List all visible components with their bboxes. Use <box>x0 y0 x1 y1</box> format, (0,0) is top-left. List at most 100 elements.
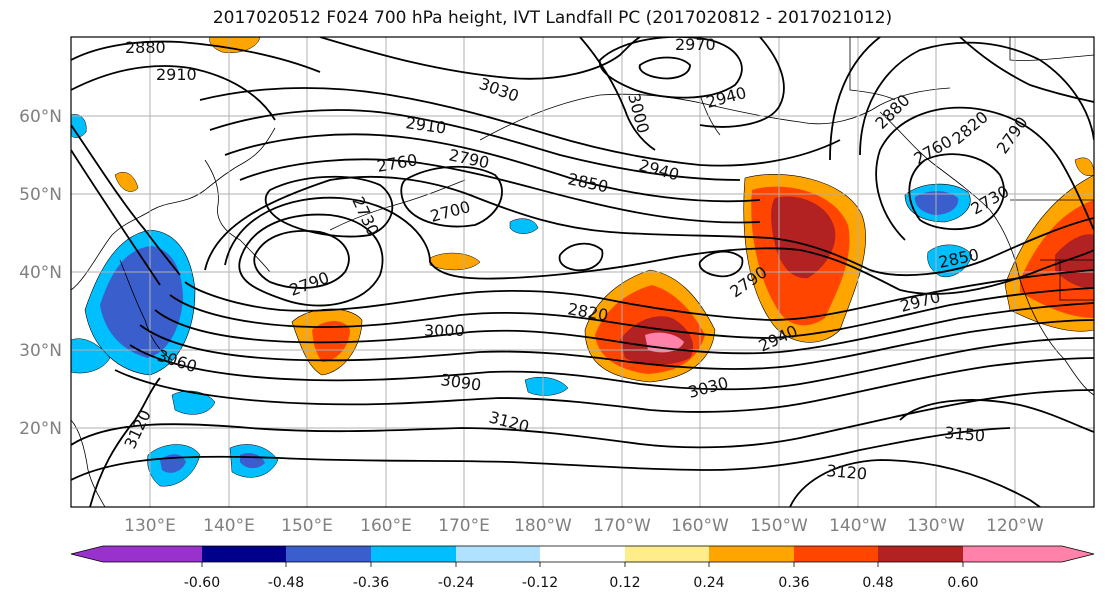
colorbar-tick-label: 0.48 <box>862 575 893 591</box>
longitude-labels: 130°E 140°E 150°E 160°E 170°E 180°W 170°… <box>124 516 1044 536</box>
height-contour <box>71 65 276 121</box>
colorbar: -0.60 -0.48 -0.36 -0.24 -0.12 0.12 0.24 … <box>70 545 1095 591</box>
colorbar-segment <box>202 546 287 562</box>
colorbar-tick-label: 0.36 <box>778 575 809 591</box>
colorbar-tick-label: 0.60 <box>947 575 978 591</box>
coastline <box>71 419 106 507</box>
coastline <box>119 259 173 361</box>
lon-label: 120°W <box>986 516 1044 536</box>
negative-ivt-area <box>509 218 539 234</box>
colorbar-tick-labels: -0.60 -0.48 -0.36 -0.24 -0.12 0.12 0.24 … <box>184 575 979 591</box>
lon-label: 140°E <box>203 516 255 536</box>
height-contour <box>169 287 1094 339</box>
contour-label: 2970 <box>675 35 716 54</box>
colorbar-segments <box>70 545 1095 563</box>
colorbar-segment <box>709 546 795 562</box>
colorbar-extend-max <box>1061 546 1094 562</box>
height-contour <box>71 149 161 286</box>
border-line <box>849 37 896 101</box>
height-contour <box>579 37 656 151</box>
height-contour <box>224 133 761 203</box>
colorbar-segment <box>286 546 372 562</box>
contour-label: 2880 <box>125 38 166 57</box>
height-contour <box>264 175 394 238</box>
height-contours <box>71 37 1094 507</box>
lon-label: 160°E <box>360 516 412 536</box>
colorbar-segment <box>103 546 203 562</box>
positive-ivt-area <box>429 252 481 271</box>
lon-label: 170°E <box>438 516 490 536</box>
negative-ivt-area <box>100 246 183 358</box>
colorbar-segment <box>371 546 457 562</box>
colorbar-tick-label: 0.12 <box>609 575 640 591</box>
border-line <box>1009 37 1094 61</box>
positive-ivt-area <box>114 172 139 192</box>
height-contour <box>204 175 1094 277</box>
height-contour <box>789 459 1041 507</box>
height-contour <box>859 41 1094 156</box>
height-contour <box>71 389 1094 449</box>
colorbar-segment <box>878 546 964 562</box>
lon-label: 150°E <box>281 516 333 536</box>
height-contour <box>899 399 1094 433</box>
colorbar-tick-label: 0.24 <box>693 575 724 591</box>
height-contour <box>154 302 1094 355</box>
height-contour <box>184 269 1094 321</box>
latitude-labels: 60°N 50°N 40°N 30°N 20°N <box>19 107 62 439</box>
colorbar-segment <box>540 546 626 562</box>
height-contour <box>875 106 1094 241</box>
coastlines <box>71 87 1094 507</box>
colorbar-segment <box>625 546 710 562</box>
map-frame <box>70 36 1095 508</box>
coastline <box>879 111 1094 396</box>
height-contour <box>959 37 1094 103</box>
height-contour <box>829 37 881 161</box>
positive-ivt-area <box>1074 157 1094 176</box>
coastline <box>699 94 721 136</box>
negative-ivt-area <box>914 191 959 215</box>
positive-ivt-area <box>771 196 836 279</box>
coastline <box>799 87 951 125</box>
coastline <box>479 93 801 141</box>
colorbar-segment <box>794 546 879 562</box>
lon-label: 130°W <box>907 516 965 536</box>
height-contour <box>638 56 691 80</box>
positive-ivt-area <box>1055 234 1094 289</box>
lat-label-60n: 60°N <box>19 107 62 127</box>
lon-label: 180°W <box>514 516 572 536</box>
lat-label-50n: 50°N <box>19 185 62 205</box>
height-contour <box>129 337 1094 391</box>
lat-label-40n: 40°N <box>19 263 62 283</box>
height-contour <box>699 37 785 128</box>
lon-label: 170°W <box>593 516 651 536</box>
contour-label: 3000 <box>424 321 465 340</box>
height-contour <box>599 37 743 99</box>
height-contour <box>253 230 350 289</box>
lon-label: 140°W <box>829 516 887 536</box>
colorbar-tick-label: -0.12 <box>522 575 558 591</box>
contour-label: 3150 <box>944 423 986 445</box>
colorbar-tick-label: -0.60 <box>184 575 220 591</box>
colorbar-segment <box>456 546 541 562</box>
height-contour <box>71 124 181 276</box>
height-contour <box>209 109 741 181</box>
lat-label-20n: 20°N <box>19 419 62 439</box>
height-contour <box>319 37 641 80</box>
height-contour <box>558 242 604 272</box>
height-contour <box>71 40 321 73</box>
contour-label: 2910 <box>156 65 197 84</box>
lon-label: 160°W <box>671 516 729 536</box>
coastline <box>329 179 466 231</box>
height-contour <box>71 427 1011 481</box>
colorbar-outline <box>70 545 1095 563</box>
height-contour <box>908 153 1005 230</box>
height-contour <box>400 165 503 228</box>
coastline <box>204 159 271 273</box>
height-contour <box>224 196 1094 295</box>
map-title: 2017020512 F024 700 hPa height, IVT Land… <box>212 8 893 28</box>
negative-ivt-area <box>71 338 111 374</box>
lat-label-30n: 30°N <box>19 341 62 361</box>
height-contour <box>114 357 1094 413</box>
colorbar-tick-label: -0.24 <box>438 575 474 591</box>
